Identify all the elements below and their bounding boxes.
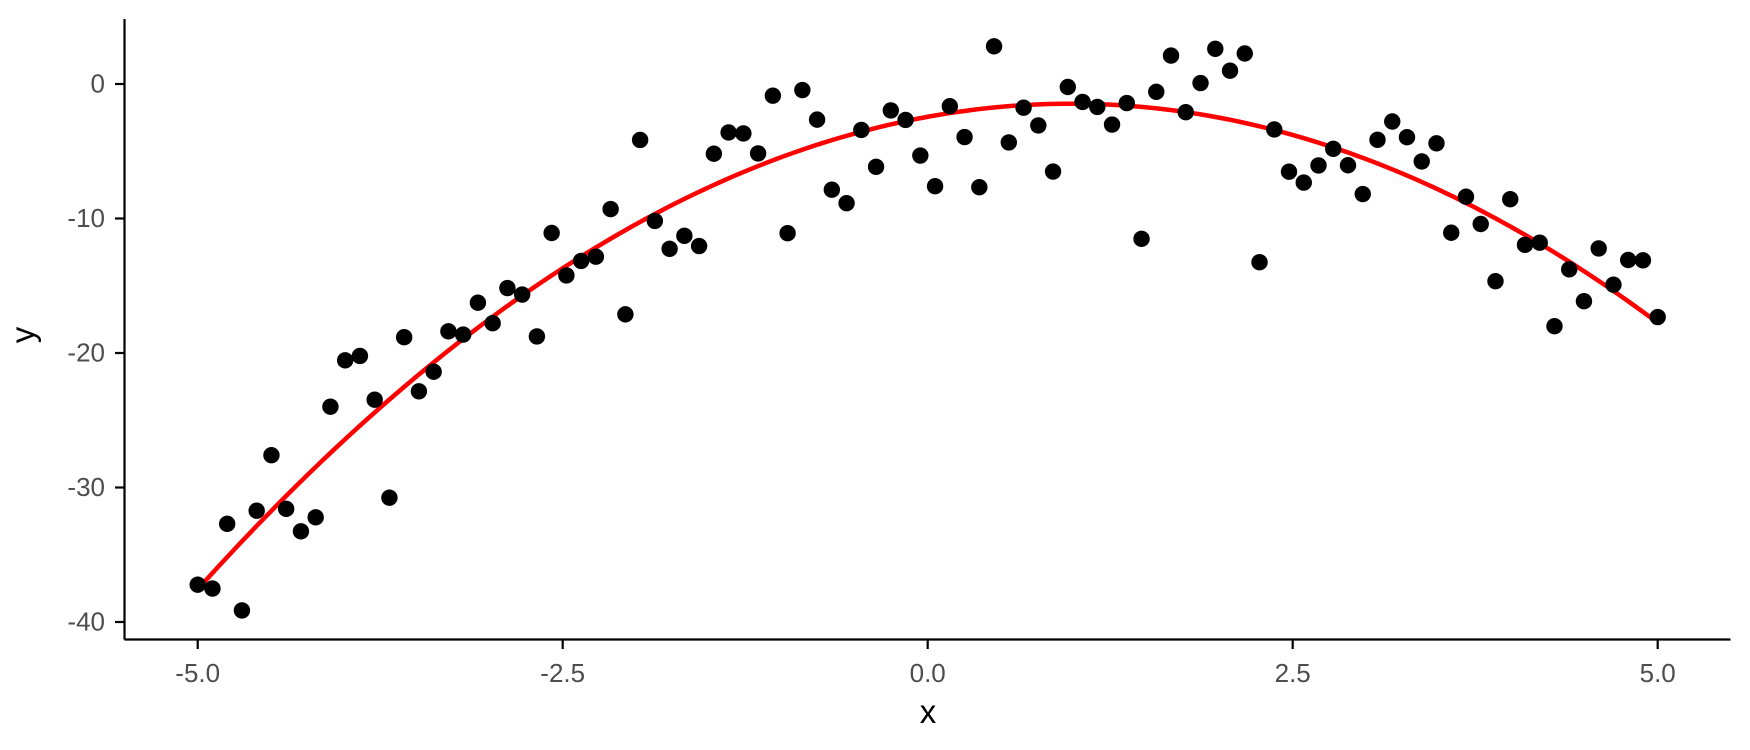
svg-text:-20: -20 — [67, 338, 105, 368]
svg-text:x: x — [920, 693, 937, 730]
svg-text:y: y — [4, 326, 41, 343]
svg-text:0.0: 0.0 — [910, 658, 946, 688]
svg-text:-40: -40 — [67, 607, 105, 637]
svg-text:0: 0 — [91, 69, 105, 99]
svg-text:-2.5: -2.5 — [540, 658, 585, 688]
svg-text:5.0: 5.0 — [1640, 658, 1676, 688]
svg-text:-30: -30 — [67, 472, 105, 502]
svg-text:-10: -10 — [67, 203, 105, 233]
svg-text:-5.0: -5.0 — [175, 658, 220, 688]
svg-text:2.5: 2.5 — [1275, 658, 1311, 688]
